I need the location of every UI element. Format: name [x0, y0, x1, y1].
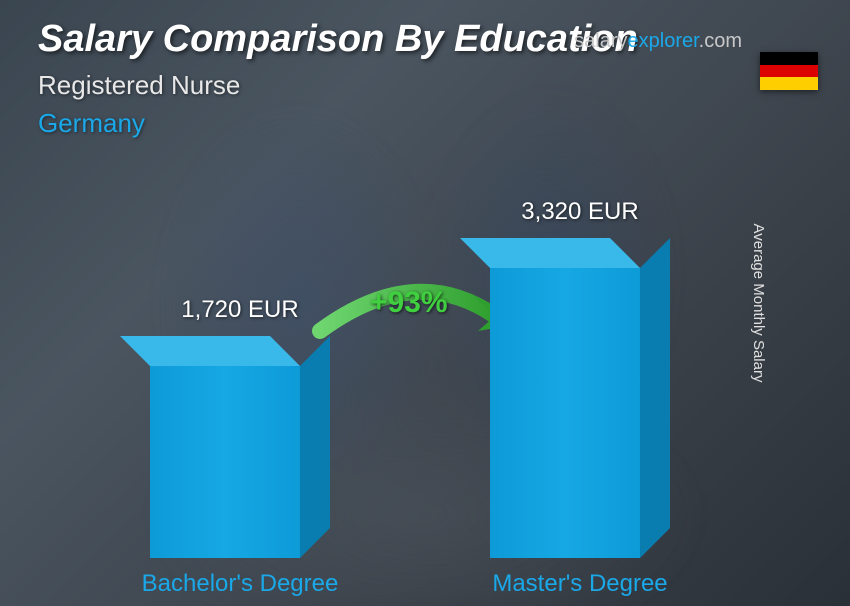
bar-group: 1,720 EURBachelor's Degree — [150, 366, 330, 558]
country-label: Germany — [38, 108, 145, 139]
main-title: Salary Comparison By Education — [38, 18, 638, 61]
bar-category-label: Bachelor's Degree — [120, 570, 360, 598]
brand-watermark: salaryexplorer.com — [574, 30, 742, 53]
flag-stripe — [760, 52, 818, 65]
brand-mid: explorer — [628, 30, 699, 52]
bar-value-label: 3,320 EUR — [480, 198, 680, 226]
bar-front-face — [490, 268, 640, 558]
bar-group: 3,320 EURMaster's Degree — [490, 268, 670, 558]
bar-top-face — [460, 238, 640, 268]
bar-side-face — [300, 336, 330, 558]
flag-stripe — [760, 65, 818, 78]
bar-front-face — [150, 366, 300, 558]
brand-prefix: salary — [574, 30, 627, 52]
brand-suffix: .com — [699, 30, 742, 52]
bar-value-label: 1,720 EUR — [140, 296, 340, 324]
bar-category-label: Master's Degree — [460, 570, 700, 598]
bar — [490, 268, 670, 558]
increase-percent-label: +93% — [370, 286, 448, 320]
bar — [150, 366, 330, 558]
flag-stripe — [760, 77, 818, 90]
bar-top-face — [120, 336, 300, 366]
occupation-subtitle: Registered Nurse — [38, 70, 240, 101]
germany-flag-icon — [760, 52, 818, 90]
bar-side-face — [640, 238, 670, 558]
bar-chart: +93% 1,720 EURBachelor's Degree3,320 EUR… — [0, 136, 850, 606]
